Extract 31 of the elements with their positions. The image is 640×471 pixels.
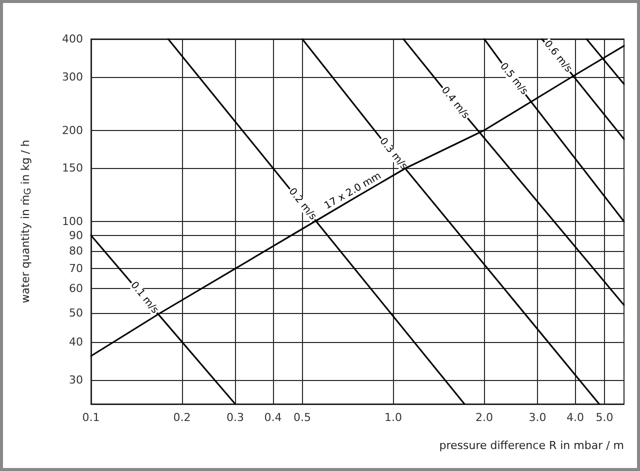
text: 17 x 2.0 mm bbox=[322, 170, 384, 212]
y-tick-label: 40 bbox=[69, 336, 83, 349]
x-tick-label: 0.2 bbox=[173, 411, 191, 424]
x-axis-title: pressure difference R in mbar / m bbox=[439, 439, 624, 452]
y-tick-label: 400 bbox=[62, 32, 83, 46]
x-tick-label: 2.0 bbox=[475, 411, 493, 424]
y-tick-label: 150 bbox=[62, 162, 83, 175]
y-tick-label: 60 bbox=[69, 282, 83, 296]
x-tick-label: 0.4 bbox=[264, 411, 282, 424]
series-label: 0.4 m/s bbox=[438, 85, 471, 121]
y-axis-title: water quantity in ṁG in kg / h bbox=[19, 140, 34, 304]
series-label: 0.3 m/s bbox=[377, 136, 410, 172]
x-tick-label: 5.0 bbox=[596, 411, 614, 424]
y-tick-label: 90 bbox=[69, 228, 83, 242]
y-tick-label: 200 bbox=[62, 124, 83, 137]
series-label: 0.5 m/s bbox=[498, 61, 530, 98]
x-tick-label: 4.0 bbox=[566, 411, 584, 424]
x-tick-label: 3.0 bbox=[528, 411, 546, 424]
y-tick-label: 100 bbox=[62, 215, 83, 228]
series-label: 0.6 m/s bbox=[542, 38, 574, 75]
x-tick-label: 0.5 bbox=[294, 411, 312, 424]
y-tick-label: 70 bbox=[69, 262, 83, 275]
x-tick-label: 0.3 bbox=[226, 411, 244, 424]
y-tick-label: 30 bbox=[69, 374, 83, 386]
series-label: 0.1 m/s bbox=[128, 280, 160, 316]
y-tick-label: 80 bbox=[69, 244, 83, 258]
y-tick-label: 50 bbox=[69, 306, 83, 320]
series-label: 0.2 m/s bbox=[286, 186, 318, 222]
y-tick-label: 300 bbox=[62, 70, 83, 84]
x-tick-label: 1.0 bbox=[384, 411, 402, 424]
x-tick-label: 0.1 bbox=[82, 411, 100, 424]
